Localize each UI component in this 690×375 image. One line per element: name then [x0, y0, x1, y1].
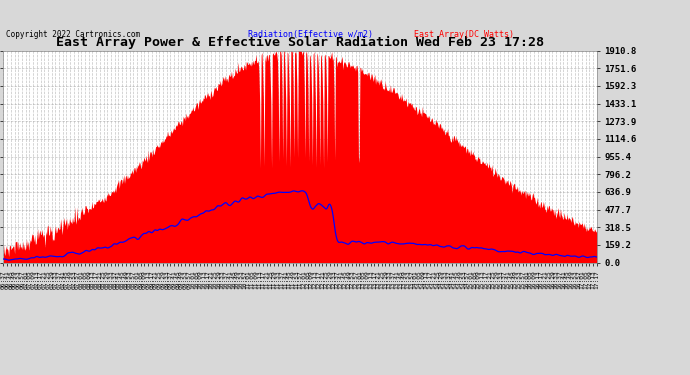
Text: Copyright 2022 Cartronics.com: Copyright 2022 Cartronics.com [6, 30, 139, 39]
Title: East Array Power & Effective Solar Radiation Wed Feb 23 17:28: East Array Power & Effective Solar Radia… [56, 36, 544, 50]
Text: East Array(DC Watts): East Array(DC Watts) [414, 30, 514, 39]
Text: Radiation(Effective w/m2): Radiation(Effective w/m2) [248, 30, 373, 39]
